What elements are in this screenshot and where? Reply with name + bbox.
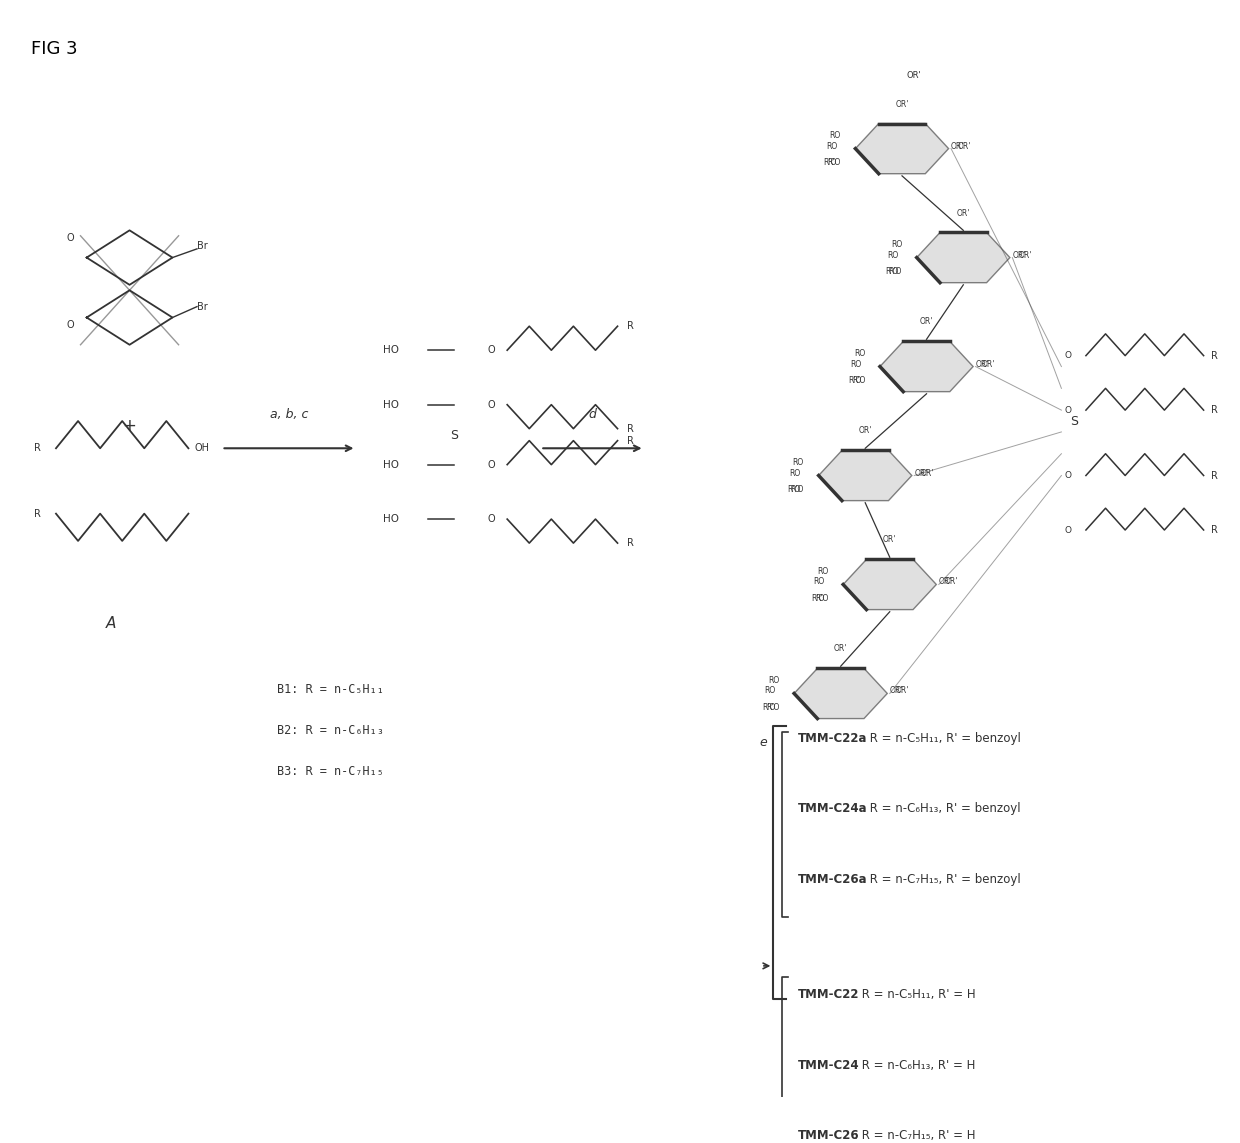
Polygon shape: [794, 669, 888, 719]
Text: A: A: [105, 616, 117, 631]
Text: O: O: [67, 320, 74, 330]
Text: O: O: [1064, 526, 1071, 535]
Text: RO: RO: [851, 360, 862, 368]
Text: : R = n-C₇H₁₅, R' = H: : R = n-C₇H₁₅, R' = H: [853, 1129, 975, 1142]
Text: : R = n-C₇H₁₅, R' = benzoyl: : R = n-C₇H₁₅, R' = benzoyl: [862, 873, 1021, 886]
Text: R'O: R'O: [848, 376, 862, 385]
Text: OR': OR': [920, 318, 934, 327]
Text: RO: RO: [830, 130, 841, 139]
Text: TMM-C22a: TMM-C22a: [797, 732, 867, 744]
Text: R'O: R'O: [852, 376, 866, 385]
Text: R'O: R'O: [827, 158, 841, 167]
Text: FIG 3: FIG 3: [31, 40, 78, 57]
Text: R: R: [1211, 351, 1218, 361]
Text: TMM-C24: TMM-C24: [797, 1058, 859, 1071]
Text: R'O: R'O: [791, 485, 804, 494]
Text: RO: RO: [813, 577, 825, 586]
Text: R'O: R'O: [889, 267, 901, 275]
Text: R'O: R'O: [811, 594, 825, 602]
Text: B1: R = n-C₅H₁₁: B1: R = n-C₅H₁₁: [277, 682, 383, 696]
Text: a, b, c: a, b, c: [270, 408, 308, 421]
Text: O: O: [487, 514, 495, 525]
Text: HO: HO: [383, 459, 399, 470]
Text: R'O: R'O: [885, 267, 898, 275]
Text: R'O: R'O: [766, 703, 780, 712]
Text: RO: RO: [890, 240, 901, 249]
Text: S: S: [450, 429, 459, 441]
Text: R: R: [33, 443, 41, 454]
Text: B2: R = n-C₆H₁₃: B2: R = n-C₆H₁₃: [277, 724, 383, 737]
Text: TMM-C26a: TMM-C26a: [797, 873, 868, 886]
Text: O: O: [487, 459, 495, 470]
Text: OR': OR': [890, 687, 903, 695]
Text: TMM-C26: TMM-C26: [797, 1129, 859, 1142]
Text: : R = n-C₅H₁₁, R' = H: : R = n-C₅H₁₁, R' = H: [853, 988, 975, 1000]
Text: OR': OR': [835, 645, 847, 654]
Text: R: R: [1211, 525, 1218, 535]
Text: O: O: [487, 345, 495, 355]
Text: OR': OR': [1012, 250, 1025, 259]
Text: RO: RO: [887, 250, 898, 259]
Text: RO: RO: [789, 469, 800, 478]
Polygon shape: [818, 450, 911, 501]
Text: RO: RO: [792, 457, 804, 466]
Text: R'O: R'O: [763, 703, 776, 712]
Text: R'O: R'O: [815, 594, 828, 602]
Text: RO: RO: [768, 676, 780, 685]
Text: O: O: [67, 233, 74, 243]
Text: S: S: [1070, 415, 1078, 427]
Text: O: O: [1064, 351, 1071, 360]
Text: OR': OR': [906, 71, 921, 80]
Polygon shape: [856, 123, 949, 174]
Text: B3: R = n-C₇H₁₅: B3: R = n-C₇H₁₅: [277, 766, 383, 778]
Polygon shape: [880, 342, 973, 392]
Text: R'O: R'O: [823, 158, 837, 167]
Text: OR': OR': [951, 142, 965, 151]
Text: OR': OR': [858, 426, 872, 435]
Text: +: +: [123, 417, 136, 435]
Text: R: R: [1211, 471, 1218, 480]
Text: Br: Br: [197, 302, 208, 312]
Text: RO: RO: [765, 687, 776, 695]
Text: R: R: [627, 538, 634, 549]
Text: TMM-C24a: TMM-C24a: [797, 802, 868, 815]
Text: : R = n-C₆H₁₃, R' = benzoyl: : R = n-C₆H₁₃, R' = benzoyl: [862, 802, 1021, 815]
Text: R: R: [33, 509, 41, 519]
Text: R'O: R'O: [787, 485, 800, 494]
Text: Br: Br: [197, 241, 208, 250]
Text: R: R: [627, 424, 634, 433]
Text: R: R: [1211, 405, 1218, 415]
Text: OR': OR': [914, 469, 928, 478]
Text: HO: HO: [383, 400, 399, 409]
Text: d: d: [589, 408, 596, 421]
Text: OR': OR': [982, 360, 994, 368]
Text: OR': OR': [1018, 250, 1032, 259]
Text: OR': OR': [957, 142, 971, 151]
Text: : R = n-C₆H₁₃, R' = H: : R = n-C₆H₁₃, R' = H: [853, 1058, 975, 1071]
Text: OR': OR': [976, 360, 990, 368]
Text: R: R: [627, 321, 634, 331]
Text: : R = n-C₅H₁₁, R' = benzoyl: : R = n-C₅H₁₁, R' = benzoyl: [862, 732, 1021, 744]
Text: O: O: [1064, 406, 1071, 415]
Text: OR': OR': [956, 208, 970, 217]
Text: HO: HO: [383, 345, 399, 355]
Polygon shape: [843, 559, 936, 609]
Text: OR': OR': [939, 577, 952, 586]
Text: OR': OR': [883, 535, 897, 544]
Text: O: O: [487, 400, 495, 409]
Text: OR': OR': [920, 469, 934, 478]
Text: TMM-C22: TMM-C22: [797, 988, 859, 1000]
Text: OH: OH: [195, 443, 210, 454]
Text: R: R: [627, 435, 634, 446]
Text: RO: RO: [854, 349, 866, 358]
Text: OR': OR': [945, 577, 959, 586]
Text: HO: HO: [383, 514, 399, 525]
Text: OR': OR': [895, 99, 909, 109]
Polygon shape: [916, 232, 1009, 282]
Text: RO: RO: [817, 567, 828, 576]
Text: e: e: [759, 736, 768, 749]
Text: RO: RO: [826, 142, 837, 151]
Text: OR': OR': [895, 687, 909, 695]
Text: O: O: [1064, 471, 1071, 480]
